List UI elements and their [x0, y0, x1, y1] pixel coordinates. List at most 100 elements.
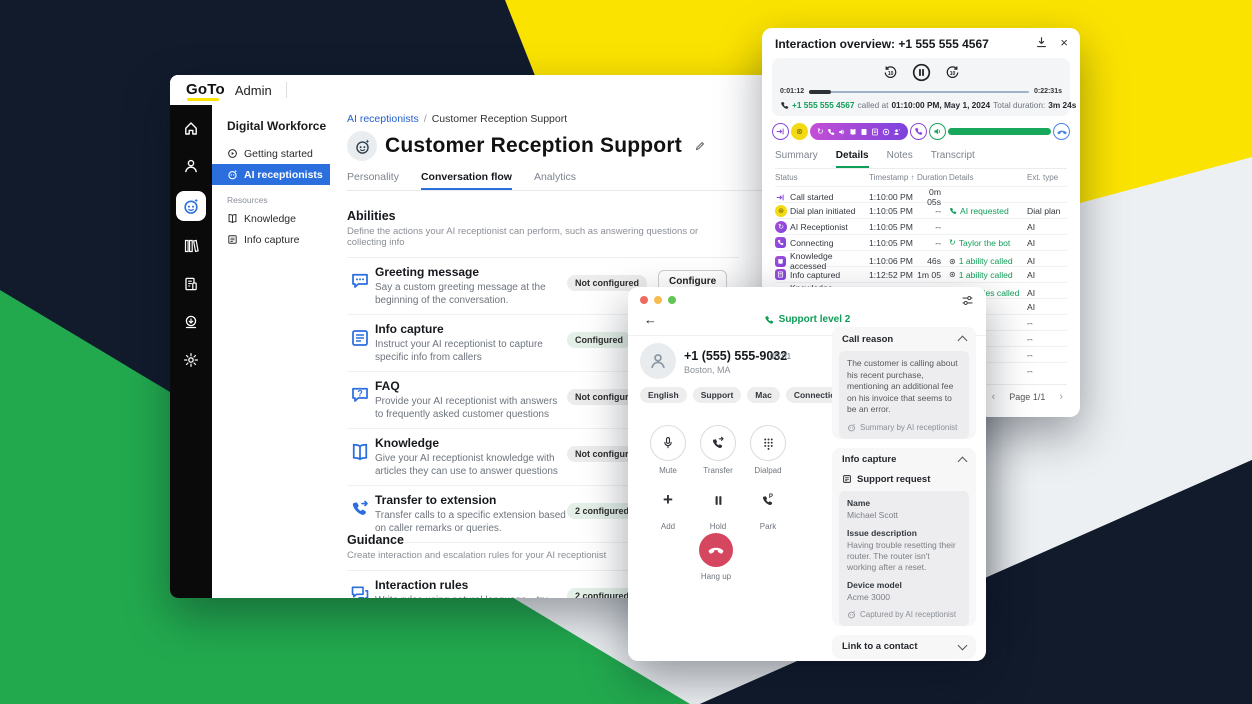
recording-player: 10 10 0:01:12 0:22:31s +1 555 555 4567 c… — [772, 58, 1076, 116]
call-reason-header[interactable]: Call reason — [832, 327, 976, 351]
tag-support: Support — [692, 387, 742, 403]
transfer-marker[interactable] — [909, 123, 927, 140]
page-next-icon[interactable]: › — [1059, 391, 1063, 403]
tab-details[interactable]: Details — [835, 150, 869, 168]
close-traffic-light[interactable] — [640, 296, 648, 304]
call-started-marker[interactable] — [772, 123, 789, 140]
chevron-up-icon — [957, 456, 968, 466]
support-icon[interactable] — [178, 309, 204, 335]
org-directory-icon[interactable] — [178, 271, 204, 297]
info-capture-header[interactable]: Info capture — [832, 448, 976, 472]
call-timer: 00:01 — [770, 351, 792, 361]
mute-button[interactable]: Mute — [646, 425, 690, 475]
field-label: Name — [847, 497, 871, 508]
ai-receptionists-icon[interactable] — [176, 191, 206, 221]
dialpad-icon — [750, 425, 786, 461]
call-duration-bar[interactable] — [947, 128, 1051, 135]
window-controls — [640, 296, 676, 304]
call-controls-row-1: Mute Transfer Dialpad — [646, 425, 790, 475]
tab-summary[interactable]: Summary — [775, 150, 818, 161]
filter-sliders-icon[interactable] — [961, 294, 974, 307]
dial-plan-marker[interactable]: ⊛ — [791, 123, 808, 140]
call-ended-marker[interactable] — [1053, 123, 1070, 140]
settings-gear-icon[interactable] — [178, 347, 204, 373]
info-capture-panel: Info capture Support request Name Michae… — [832, 447, 976, 626]
library-icon[interactable] — [178, 233, 204, 259]
tab-personality[interactable]: Personality — [347, 171, 399, 183]
sidebar-item-knowledge[interactable]: Knowledge — [212, 208, 330, 229]
sort-asc-icon[interactable]: ↑ — [910, 173, 915, 182]
table-row[interactable]: ⊛ Dial plan initiated 1:10:05 PM -- AI req… — [775, 202, 1067, 218]
sidebar-item-getting-started[interactable]: Getting started — [212, 143, 330, 164]
status-badge: 2 configured — [567, 503, 638, 519]
progress-bar[interactable] — [809, 89, 1029, 94]
sidebar-item-ai-receptionists[interactable]: AI receptionists — [212, 164, 330, 185]
guidance-row-interaction-rules: Interaction rules Write rules using natu… — [347, 571, 739, 598]
sidebar-title: Digital Workforce — [227, 119, 327, 133]
park-button[interactable]: P Park — [746, 483, 790, 531]
chevron-up-icon — [957, 335, 968, 346]
connecting-phone-icon — [775, 237, 786, 248]
call-timeline: ⊛ ↻ — [772, 122, 1070, 141]
phone-icon — [827, 128, 835, 136]
transfer-button[interactable]: Transfer — [696, 425, 740, 475]
tab-conversation-flow[interactable]: Conversation flow — [420, 171, 512, 190]
bot-icon — [847, 610, 856, 619]
sidebar-item-info-capture[interactable]: Info capture — [212, 229, 330, 250]
table-row[interactable]: Call started 1:10:00 PM 0m 05s — [775, 186, 1067, 207]
field-label: Device model — [847, 579, 902, 590]
tab-transcript[interactable]: Transcript — [930, 150, 975, 161]
call-reason-panel: Call reason The customer is calling abou… — [832, 327, 976, 439]
tab-analytics[interactable]: Analytics — [533, 171, 576, 183]
home-icon[interactable] — [178, 115, 204, 141]
globe-icon — [882, 128, 890, 136]
call-tags: English Support Mac Connection — [640, 387, 849, 403]
tab-notes[interactable]: Notes — [886, 150, 913, 161]
dialpad-button[interactable]: Dialpad — [746, 425, 790, 475]
speaker-icon — [838, 128, 846, 136]
table-row[interactable]: Connecting 1:10:05 PM -- ↻ Taylor the bot A… — [775, 234, 1067, 250]
breadcrumb-link[interactable]: AI receptionists — [347, 113, 419, 125]
breadcrumb: AI receptionists / Customer Reception Supp… — [347, 113, 568, 125]
call-reason-card: The customer is calling about his recent… — [839, 351, 969, 439]
guidance-subheading: Create interaction and escalation rules … — [347, 550, 607, 561]
table-row[interactable]: Knowledge accessed 1:10:06 PM 46s ⊛ 1 abili… — [775, 250, 1067, 271]
hang-up-button[interactable]: Hang up — [694, 533, 738, 581]
table-row[interactable]: ↻ AI Receptionist 1:10:05 PM -- AI — [775, 218, 1067, 234]
sidebar: Digital Workforce Getting started AI rec… — [212, 105, 331, 598]
table-row[interactable]: Info captured 1:12:52 PM 1m 05 ⊛ 1 ability … — [775, 266, 1067, 282]
ability-row-greeting: Greeting message Say a custom greeting m… — [347, 258, 739, 315]
live-call-marker[interactable] — [928, 123, 946, 140]
bot-icon: ↻ — [817, 127, 824, 136]
field-label: Issue description — [847, 527, 917, 538]
add-button[interactable]: + Add — [646, 483, 690, 531]
ai-receptionist-segment[interactable]: ↻ — [810, 123, 908, 140]
close-icon[interactable]: × — [1060, 35, 1068, 50]
call-controls-row-2: + Add Hold P Park — [646, 483, 790, 531]
page-prev-icon[interactable]: ‹ — [991, 391, 996, 403]
header-divider — [285, 82, 287, 98]
svg-text:10: 10 — [949, 71, 955, 77]
status-badge: Not configured — [567, 389, 647, 405]
download-icon[interactable] — [1035, 36, 1048, 49]
caller-number-link[interactable]: +1 555 555 4567 — [792, 100, 855, 110]
users-icon[interactable] — [178, 153, 204, 179]
abilities-subheading: Define the actions your AI receptionist … — [347, 226, 699, 248]
pause-icon[interactable] — [912, 63, 931, 82]
zoom-traffic-light[interactable] — [668, 296, 676, 304]
link-contact-header[interactable]: Link to a contact — [832, 635, 976, 659]
captured-fields-card: Name Michael Scott Issue description Hav… — [839, 490, 969, 626]
bot-icon — [847, 423, 856, 432]
minimize-traffic-light[interactable] — [654, 296, 662, 304]
page-tabs: Personality Conversation flow Analytics — [347, 171, 985, 191]
rewind-10-icon[interactable]: 10 — [883, 65, 898, 80]
call-side-panels: Call reason The customer is calling abou… — [832, 327, 976, 661]
knowledge-book-icon — [350, 442, 370, 462]
edit-title-icon[interactable] — [694, 140, 706, 152]
hold-button[interactable]: Hold — [696, 483, 740, 531]
caller-avatar — [640, 343, 676, 379]
forward-10-icon[interactable]: 10 — [945, 65, 960, 80]
back-arrow-icon[interactable]: ← — [644, 312, 657, 327]
request-form-icon — [842, 474, 852, 484]
